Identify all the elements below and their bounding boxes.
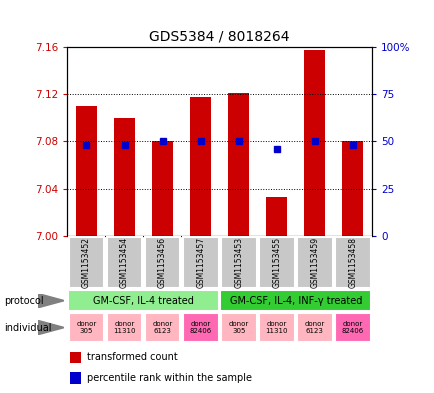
Text: protocol: protocol — [4, 296, 44, 306]
Bar — [70, 352, 81, 363]
Text: GSM1153454: GSM1153454 — [120, 237, 129, 288]
Text: GSM1153455: GSM1153455 — [272, 237, 281, 288]
Text: donor
11310: donor 11310 — [265, 321, 287, 334]
Text: percentile rank within the sample: percentile rank within the sample — [87, 373, 252, 383]
FancyBboxPatch shape — [334, 313, 370, 342]
Bar — [70, 372, 81, 384]
Bar — [228, 93, 249, 236]
Text: GSM1153452: GSM1153452 — [82, 237, 91, 288]
FancyBboxPatch shape — [220, 313, 256, 342]
Text: donor
305: donor 305 — [228, 321, 248, 334]
Title: GDS5384 / 8018264: GDS5384 / 8018264 — [149, 29, 289, 43]
FancyBboxPatch shape — [182, 313, 218, 342]
Text: GM-CSF, IL-4 treated: GM-CSF, IL-4 treated — [93, 296, 194, 306]
Text: transformed count: transformed count — [87, 353, 178, 362]
FancyBboxPatch shape — [182, 237, 218, 288]
Text: donor
11310: donor 11310 — [113, 321, 135, 334]
Text: GSM1153456: GSM1153456 — [158, 237, 167, 288]
FancyBboxPatch shape — [106, 237, 142, 288]
FancyBboxPatch shape — [334, 237, 370, 288]
Bar — [266, 197, 286, 236]
Text: GSM1153457: GSM1153457 — [196, 237, 205, 288]
Text: donor
82406: donor 82406 — [189, 321, 211, 334]
Bar — [190, 97, 210, 236]
FancyBboxPatch shape — [106, 313, 142, 342]
Polygon shape — [38, 294, 64, 308]
Text: GSM1153459: GSM1153459 — [309, 237, 319, 288]
Text: GSM1153458: GSM1153458 — [348, 237, 357, 288]
Text: donor
6123: donor 6123 — [304, 321, 324, 334]
FancyBboxPatch shape — [220, 290, 370, 312]
Polygon shape — [38, 320, 64, 334]
Bar — [76, 106, 97, 236]
Text: GSM1153453: GSM1153453 — [233, 237, 243, 288]
FancyBboxPatch shape — [220, 237, 256, 288]
FancyBboxPatch shape — [69, 313, 104, 342]
FancyBboxPatch shape — [145, 313, 180, 342]
Text: GM-CSF, IL-4, INF-γ treated: GM-CSF, IL-4, INF-γ treated — [229, 296, 361, 306]
Bar — [304, 50, 325, 236]
FancyBboxPatch shape — [145, 237, 180, 288]
Bar — [342, 141, 362, 236]
FancyBboxPatch shape — [69, 237, 104, 288]
Text: individual: individual — [4, 323, 52, 332]
Text: donor
6123: donor 6123 — [152, 321, 172, 334]
Text: donor
305: donor 305 — [76, 321, 96, 334]
Text: donor
82406: donor 82406 — [341, 321, 363, 334]
Bar — [152, 141, 173, 236]
FancyBboxPatch shape — [296, 313, 332, 342]
FancyBboxPatch shape — [68, 290, 218, 312]
FancyBboxPatch shape — [296, 237, 332, 288]
FancyBboxPatch shape — [258, 237, 294, 288]
FancyBboxPatch shape — [258, 313, 294, 342]
Bar — [114, 118, 135, 236]
